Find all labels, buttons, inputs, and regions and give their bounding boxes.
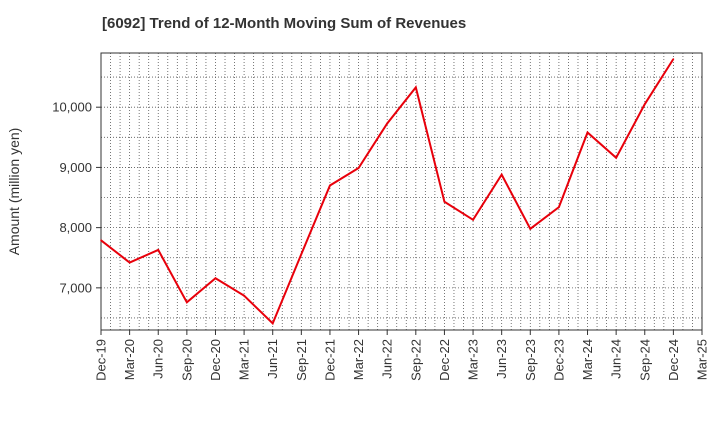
x-tick-label: Mar-22 <box>351 339 366 380</box>
x-tick-label: Mar-25 <box>695 339 710 380</box>
x-tick-label: Jun-21 <box>265 339 280 379</box>
x-tick-label: Sep-24 <box>637 339 652 381</box>
x-tick-label: Dec-21 <box>322 339 337 381</box>
x-tick-label: Sep-21 <box>294 339 309 381</box>
data-point <box>357 167 360 169</box>
data-point <box>586 131 589 134</box>
data-point <box>472 219 474 221</box>
grid-layer <box>101 53 702 330</box>
data-point <box>443 200 446 203</box>
x-tick-label: Jun-24 <box>609 339 624 379</box>
data-point <box>415 86 417 89</box>
x-tick-label: Mar-21 <box>237 339 252 380</box>
x-tick-label: Dec-19 <box>94 339 109 381</box>
data-point <box>558 206 560 208</box>
axis-layer <box>96 52 703 335</box>
data-point <box>243 294 245 297</box>
y-axis-label: Amount (million yen) <box>6 128 22 256</box>
x-tick-label: Sep-20 <box>179 339 194 381</box>
y-tick-label: 9,000 <box>59 160 92 175</box>
label-layer: 7,000 8,000 9,000 10,000 Dec-19 Mar-20 Jun-20 S… <box>6 100 710 381</box>
x-tick-label: Sep-22 <box>408 339 423 381</box>
x-tick-label: Jun-20 <box>151 339 166 379</box>
x-tick-label: Jun-22 <box>380 339 395 379</box>
data-point <box>214 277 217 280</box>
y-tick-label: 10,000 <box>52 100 92 115</box>
data-point <box>386 122 388 125</box>
data-point <box>157 249 160 251</box>
data-point <box>128 261 131 264</box>
x-tick-label: Dec-24 <box>666 339 681 381</box>
data-point <box>100 239 102 242</box>
data-point <box>672 58 675 60</box>
data-point <box>271 322 274 325</box>
y-tick-label: 7,000 <box>59 280 92 295</box>
x-tick-label: Mar-24 <box>580 339 595 380</box>
data-point <box>300 253 303 255</box>
data-point <box>615 156 617 159</box>
y-tick-label: 8,000 <box>59 220 92 235</box>
x-tick-label: Dec-22 <box>437 339 452 381</box>
x-tick-label: Jun-23 <box>494 339 509 379</box>
series-layer <box>100 58 675 326</box>
x-tick-label: Sep-23 <box>523 339 538 381</box>
data-point <box>529 228 532 230</box>
plot-frame <box>100 52 703 331</box>
data-point <box>186 301 188 304</box>
data-point <box>500 173 503 176</box>
x-tick-label: Dec-20 <box>208 339 223 381</box>
chart-title: [6092] Trend of 12-Month Moving Sum of R… <box>102 15 467 32</box>
data-point <box>329 184 331 187</box>
x-tick-label: Dec-23 <box>551 339 566 381</box>
data-point <box>643 103 646 105</box>
x-tick-label: Mar-20 <box>122 339 137 380</box>
x-tick-label: Mar-23 <box>466 339 481 380</box>
